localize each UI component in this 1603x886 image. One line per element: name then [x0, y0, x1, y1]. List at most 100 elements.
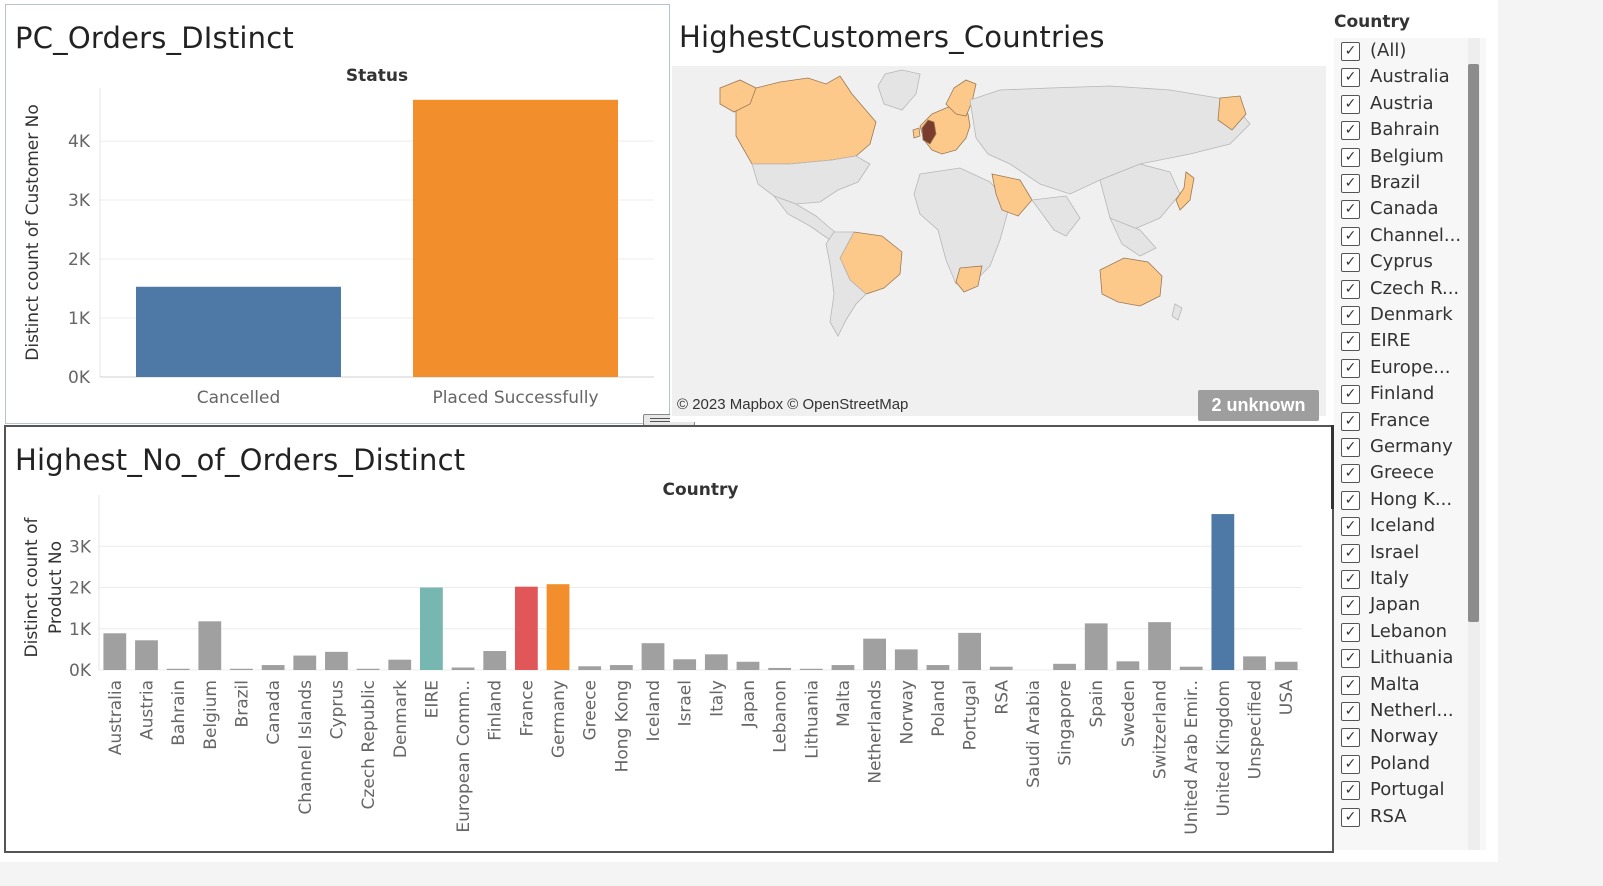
bar[interactable] [1148, 622, 1171, 670]
sheet-customers-map[interactable]: HighestCustomers_Countries © 2023 Mapbox… [670, 4, 1328, 422]
filter-item[interactable]: ✓ Iceland [1341, 515, 1461, 541]
bar[interactable] [958, 632, 981, 670]
scrollbar-thumb[interactable] [1468, 64, 1479, 622]
filter-item[interactable]: ✓ Austria [1341, 93, 1461, 119]
checkbox-checked-icon[interactable]: ✓ [1341, 411, 1360, 431]
map-region-ireland[interactable] [912, 127, 921, 139]
checkbox-checked-icon[interactable]: ✓ [1341, 332, 1360, 352]
bar[interactable] [261, 665, 285, 670]
filter-item[interactable]: ✓ Australia [1341, 66, 1461, 92]
map-region-usa[interactable] [751, 155, 871, 205]
bar[interactable] [413, 99, 618, 377]
checkbox-checked-icon[interactable]: ✓ [1341, 358, 1360, 378]
bar[interactable] [863, 638, 887, 670]
checkbox-checked-icon[interactable]: ✓ [1341, 596, 1360, 616]
filter-item[interactable]: ✓ Portugal [1341, 779, 1461, 805]
checkbox-checked-icon[interactable]: ✓ [1341, 543, 1360, 563]
bar[interactable] [293, 655, 317, 670]
checkbox-checked-icon[interactable]: ✓ [1341, 42, 1360, 61]
map-region-nz[interactable] [1171, 303, 1183, 321]
bar[interactable] [894, 649, 918, 670]
filter-item[interactable]: ✓ Lithuania [1341, 647, 1461, 673]
map-region-far-east-russia[interactable] [1217, 95, 1247, 131]
bar[interactable] [736, 661, 760, 670]
checkbox-checked-icon[interactable]: ✓ [1341, 570, 1360, 589]
checkbox-checked-icon[interactable]: ✓ [1341, 279, 1360, 299]
checkbox-checked-icon[interactable]: ✓ [1341, 147, 1360, 167]
bar[interactable] [1053, 663, 1076, 670]
checkbox-checked-icon[interactable]: ✓ [1341, 649, 1360, 669]
bar[interactable] [1084, 623, 1108, 670]
checkbox-checked-icon[interactable]: ✓ [1341, 121, 1360, 141]
bar[interactable] [799, 668, 823, 670]
bar[interactable] [641, 643, 665, 670]
scrollbar-track[interactable] [1468, 38, 1480, 850]
checkbox-checked-icon[interactable]: ✓ [1341, 438, 1360, 457]
sheet-pc-orders[interactable]: PC_Orders_DIstinct Status 0K 1K 2K 3K 4K Disti… [5, 4, 670, 424]
filter-item[interactable]: ✓ Czech R... [1341, 278, 1461, 304]
bar[interactable] [989, 666, 1013, 670]
checkbox-checked-icon[interactable]: ✓ [1341, 675, 1360, 695]
filter-item[interactable]: ✓ RSA [1341, 806, 1461, 832]
filter-item[interactable]: ✓ Hong K... [1341, 489, 1461, 515]
bar[interactable] [483, 651, 507, 670]
bar[interactable] [135, 640, 158, 670]
map-region-europe-highlight[interactable] [919, 103, 971, 155]
filter-item[interactable]: ✓ Malta [1341, 674, 1461, 700]
checkbox-checked-icon[interactable]: ✓ [1341, 464, 1360, 484]
unknown-locations-badge[interactable]: 2 unknown [1198, 390, 1319, 421]
filter-item[interactable]: ✓ (All) [1341, 40, 1461, 66]
filter-item[interactable]: ✓ Poland [1341, 753, 1461, 779]
bar[interactable] [325, 651, 348, 670]
checkbox-checked-icon[interactable]: ✓ [1341, 94, 1360, 114]
filter-item[interactable]: ✓ Cyprus [1341, 251, 1461, 277]
filter-item[interactable]: ✓ Norway [1341, 726, 1461, 752]
filter-item[interactable]: ✓ Italy [1341, 568, 1461, 594]
bar[interactable] [1116, 661, 1140, 670]
checkbox-checked-icon[interactable]: ✓ [1341, 174, 1360, 193]
map-region-greenland[interactable] [877, 69, 921, 111]
checkbox-checked-icon[interactable]: ✓ [1341, 200, 1360, 220]
bar[interactable] [198, 621, 222, 670]
filter-item[interactable]: ✓ Germany [1341, 436, 1461, 462]
bar[interactable] [514, 586, 538, 670]
bar[interactable] [1179, 666, 1203, 670]
map-region-japan[interactable] [1175, 171, 1195, 211]
bar[interactable] [831, 665, 855, 670]
map-region-alaska[interactable] [719, 79, 757, 113]
bar[interactable] [451, 667, 475, 670]
filter-item[interactable]: ✓ Europe... [1341, 357, 1461, 383]
map-region-australia[interactable] [1099, 257, 1163, 307]
bar[interactable] [546, 584, 570, 670]
bar[interactable] [609, 665, 633, 670]
filter-item[interactable]: ✓ France [1341, 410, 1461, 436]
filter-item[interactable]: ✓ Belgium [1341, 146, 1461, 172]
checkbox-checked-icon[interactable]: ✓ [1341, 306, 1360, 325]
bar[interactable] [1243, 656, 1266, 670]
filter-item[interactable]: ✓ Israel [1341, 542, 1461, 568]
bar[interactable] [103, 633, 127, 670]
bar[interactable] [704, 654, 728, 670]
filter-item[interactable]: ✓ Channel... [1341, 225, 1461, 251]
bar[interactable] [136, 286, 341, 377]
world-map[interactable] [670, 4, 1328, 422]
checkbox-checked-icon[interactable]: ✓ [1341, 226, 1360, 246]
bar[interactable] [1211, 514, 1235, 670]
bar[interactable] [578, 666, 602, 670]
map-region-scandinavia[interactable] [945, 79, 977, 117]
map-region-india-sea[interactable] [1031, 195, 1081, 237]
checkbox-checked-icon[interactable]: ✓ [1341, 728, 1360, 748]
filter-item[interactable]: ✓ Netherl... [1341, 700, 1461, 726]
checkbox-checked-icon[interactable]: ✓ [1341, 781, 1360, 801]
bar[interactable] [673, 659, 697, 670]
filter-item[interactable]: ✓ Bahrain [1341, 119, 1461, 145]
bar[interactable] [230, 668, 253, 670]
map-region-south-africa[interactable] [955, 265, 983, 293]
sheet-orders-by-country[interactable]: Highest_No_of_Orders_Distinct Country 0K 1… [4, 425, 1334, 853]
bar[interactable] [166, 668, 190, 670]
filter-item[interactable]: ✓ Finland [1341, 383, 1461, 409]
checkbox-checked-icon[interactable]: ✓ [1341, 807, 1360, 827]
bar[interactable] [388, 659, 412, 670]
filter-item[interactable]: ✓ Greece [1341, 462, 1461, 488]
checkbox-checked-icon[interactable]: ✓ [1341, 253, 1360, 273]
